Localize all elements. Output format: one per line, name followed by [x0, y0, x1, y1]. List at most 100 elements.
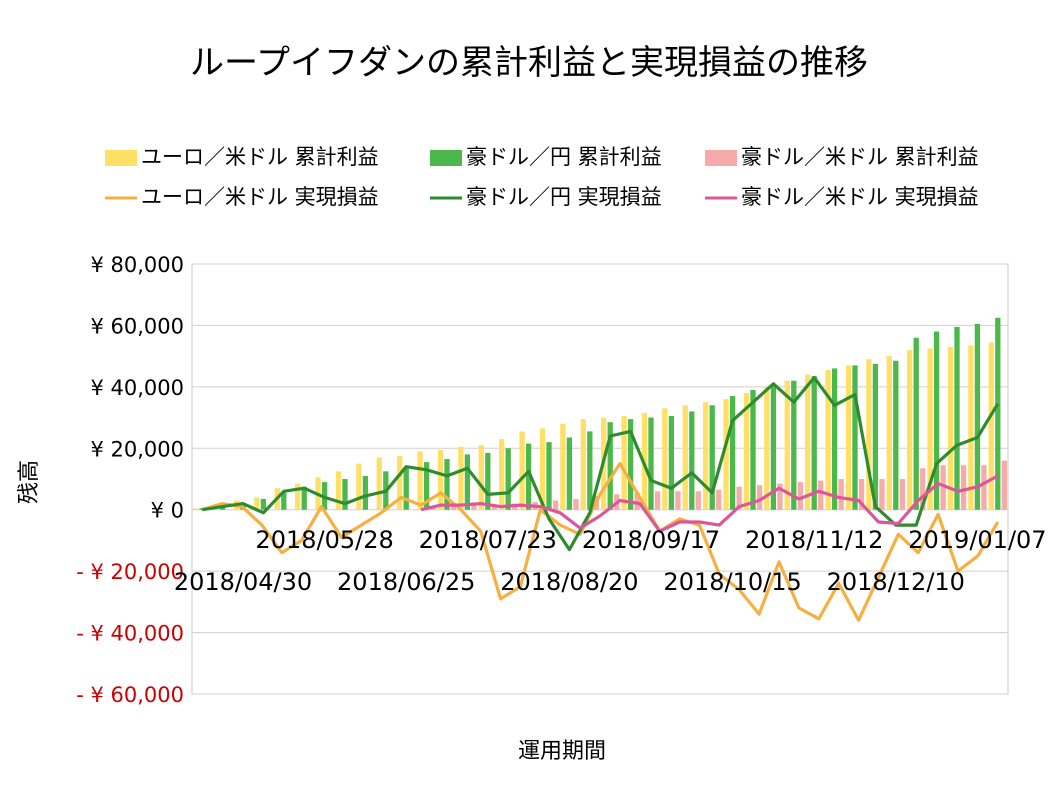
y-tick-label: ¥ 40,000 — [90, 376, 184, 400]
bar — [403, 466, 409, 510]
y-tick-label: ¥ 80,000 — [90, 253, 184, 277]
bar — [281, 492, 287, 510]
bar — [634, 492, 640, 510]
bar — [811, 376, 817, 510]
bar — [791, 380, 797, 510]
bar — [770, 383, 777, 510]
bar — [260, 498, 267, 510]
x-tick-label: 2018/07/23 — [419, 526, 557, 554]
bar — [376, 457, 382, 510]
bar — [831, 368, 838, 510]
bar — [723, 399, 729, 510]
bar — [716, 489, 722, 510]
series-lines — [201, 376, 1000, 622]
bar — [437, 449, 444, 510]
x-tick-label: 2019/01/07 — [908, 526, 1046, 554]
bar — [703, 402, 709, 510]
bar — [627, 419, 634, 510]
x-tick-label: 2018/10/15 — [663, 568, 801, 596]
bar — [356, 463, 362, 510]
bar — [750, 389, 756, 510]
y-axis-ticks: ¥ 80,000 ¥ 60,000 ¥ 40,000 ¥ 20,000 ¥ 0 - ¥ 2… — [76, 253, 184, 707]
legend-swatch — [430, 150, 462, 166]
bar — [546, 442, 552, 510]
bar — [668, 416, 675, 510]
bar — [913, 337, 919, 510]
legend-swatch — [105, 150, 137, 166]
series-line — [201, 376, 1000, 552]
legend-entry: 豪ドル／米ドル 累計利益 — [741, 145, 979, 169]
legend-swatch — [705, 150, 737, 166]
y-tick-label: ¥ 20,000 — [90, 437, 184, 461]
bar — [662, 408, 668, 510]
bar — [907, 350, 913, 510]
bar — [423, 462, 430, 510]
y-tick-label: - ¥ 20,000 — [76, 560, 184, 584]
bar — [825, 369, 831, 510]
bar — [940, 465, 946, 510]
bar — [893, 360, 899, 510]
bar — [295, 483, 301, 510]
x-tick-label: 2018/11/12 — [745, 526, 883, 554]
bar — [485, 452, 491, 510]
bars — [193, 317, 1007, 510]
y-tick-label: - ¥ 40,000 — [76, 622, 184, 646]
x-tick-label: 2018/05/28 — [255, 526, 393, 554]
bar — [1001, 460, 1007, 510]
bar — [960, 465, 967, 510]
bar — [927, 348, 933, 510]
legend-entry: 豪ドル／円 累計利益 — [466, 145, 662, 169]
bar — [988, 342, 994, 510]
legend: ユーロ／米ドル 累計利益 豪ドル／円 累計利益 豪ドル／米ドル 累計利益ユーロ／米ド… — [105, 145, 979, 209]
bar — [525, 443, 532, 510]
legend-entry: 豪ドル／円 実現損益 — [466, 185, 662, 209]
bar — [852, 365, 858, 510]
bar — [607, 422, 613, 510]
bar — [818, 480, 824, 510]
bar — [362, 475, 369, 510]
bar — [866, 359, 872, 510]
series-line — [420, 474, 999, 533]
bar — [621, 416, 627, 510]
chart-title: ループイフダンの累計利益と実現損益の推移 — [190, 43, 868, 83]
bar — [566, 437, 573, 510]
bar — [954, 326, 960, 510]
bar — [573, 498, 579, 510]
bar — [458, 446, 464, 510]
series-line — [201, 462, 1000, 622]
x-tick-label: 2018/12/10 — [827, 568, 965, 596]
y-axis-label: 残高 — [17, 460, 42, 504]
bar — [845, 365, 852, 510]
bar — [886, 356, 892, 510]
bar — [899, 479, 905, 510]
legend-entry: 豪ドル／米ドル 実現損益 — [741, 185, 979, 209]
bar — [450, 505, 457, 510]
bar — [777, 483, 783, 510]
bar — [995, 317, 1001, 510]
bar — [675, 491, 681, 510]
bar — [968, 345, 974, 510]
bar — [342, 479, 348, 510]
bar — [879, 479, 885, 510]
bar — [872, 363, 879, 510]
bar — [648, 417, 654, 510]
bar — [397, 455, 403, 510]
bar — [464, 454, 471, 510]
bar — [539, 428, 546, 510]
x-tick-label: 2018/09/17 — [582, 526, 720, 554]
bar — [858, 479, 865, 510]
bar — [499, 439, 505, 510]
legend-entry: ユーロ／米ドル 累計利益 — [141, 145, 379, 169]
bar — [654, 491, 661, 510]
bar — [933, 331, 940, 510]
bar — [444, 459, 450, 510]
bar — [756, 485, 763, 510]
legend-entry: ユーロ／米ドル 実現損益 — [141, 185, 379, 209]
x-tick-label: 2018/06/25 — [337, 568, 475, 596]
bar — [805, 374, 811, 510]
y-tick-label: ¥ 60,000 — [90, 314, 184, 338]
bar — [254, 497, 260, 510]
bar — [417, 451, 423, 510]
y-tick-label: ¥ 0 — [151, 499, 184, 523]
